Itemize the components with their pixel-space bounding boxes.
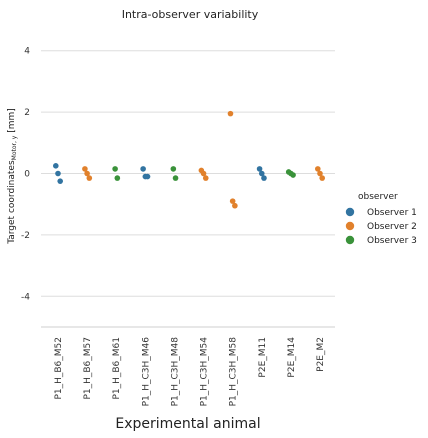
legend-label: Observer 3 — [367, 236, 417, 246]
data-point — [140, 166, 146, 172]
chart-title: Intra-observer variability — [122, 8, 259, 21]
data-point — [229, 198, 236, 204]
data-point — [315, 166, 321, 172]
data-point — [256, 166, 263, 172]
y-axis-label-sub: Motor, y — [11, 135, 18, 160]
data-point — [227, 110, 234, 117]
legend: observer Observer 1 Observer 2 Observer 3 — [345, 192, 417, 246]
legend-marker — [345, 207, 355, 217]
data-point — [258, 170, 265, 177]
data-point — [200, 170, 207, 177]
x-tick-label: P2E_M2 — [316, 337, 326, 372]
y-axis-label-main: Target coordinates — [7, 160, 17, 245]
data-points — [53, 110, 326, 209]
data-point — [57, 178, 63, 184]
legend-label: Observer 1 — [367, 208, 417, 218]
x-tick-labels: P1_H_B6_M52 P1_H_B6_M57 P1_H_B6_M61 P1_H_C3… — [54, 337, 326, 407]
data-point — [261, 175, 267, 181]
y-tick-label: 2 — [24, 108, 30, 118]
legend-marker — [345, 221, 355, 231]
data-point — [202, 175, 209, 181]
y-tick-labels: -4 -2 0 2 4 — [21, 47, 30, 303]
data-point — [53, 163, 59, 169]
data-point — [290, 172, 296, 178]
x-tick-label: P1_H_C3H_M58 — [229, 337, 239, 407]
data-point — [172, 175, 179, 181]
data-point — [317, 170, 323, 177]
x-tick-label: P1_H_B6_M57 — [83, 337, 93, 400]
data-point — [144, 173, 151, 180]
x-tick-label: P2E_M14 — [287, 337, 297, 378]
y-tick-label: -2 — [21, 231, 30, 241]
data-point — [114, 175, 121, 181]
data-point — [112, 166, 118, 172]
x-tick-label: P2E_M11 — [258, 337, 268, 378]
x-tick-label: P1_H_C3H_M54 — [200, 337, 210, 407]
x-tick-label: P1_H_C3H_M48 — [170, 337, 180, 407]
y-tick-label: -4 — [21, 292, 30, 302]
legend-marker — [345, 235, 355, 245]
data-point — [55, 170, 61, 177]
grid-lines — [41, 50, 335, 297]
data-point — [82, 166, 88, 172]
legend-title: observer — [358, 192, 398, 202]
y-axis-label: Target coordinatesMotor, y [mm] — [7, 108, 18, 245]
x-tick-label: P1_H_C3H_M46 — [141, 337, 151, 407]
x-axis-label: Experimental animal — [115, 416, 260, 432]
x-tick-label: P1_H_B6_M52 — [54, 337, 64, 400]
data-point — [319, 175, 326, 181]
data-point — [86, 175, 93, 181]
y-tick-label: 0 — [24, 170, 30, 180]
data-point — [170, 166, 177, 172]
legend-label: Observer 2 — [367, 222, 417, 232]
y-axis-label-unit: [mm] — [7, 108, 17, 135]
y-tick-label: 4 — [24, 47, 30, 57]
data-point — [232, 202, 238, 209]
x-tick-label: P1_H_B6_M61 — [112, 337, 122, 400]
data-point — [84, 170, 90, 177]
